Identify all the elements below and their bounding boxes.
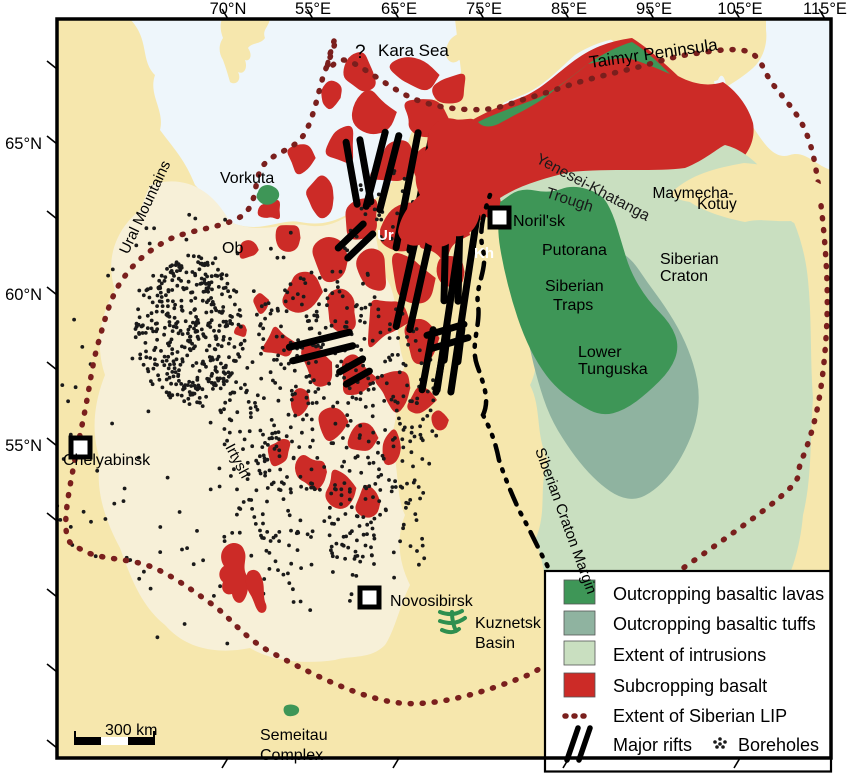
svg-text:Noril'sk: Noril'sk	[513, 213, 566, 230]
svg-text:70°N: 70°N	[210, 0, 247, 18]
svg-text:115°E: 115°E	[803, 0, 847, 18]
svg-text:Craton: Craton	[660, 268, 708, 285]
svg-text:75°E: 75°E	[466, 0, 502, 18]
svg-text:Major rifts: Major rifts	[613, 735, 692, 755]
svg-text:Basin: Basin	[475, 635, 515, 652]
svg-text:65°E: 65°E	[381, 0, 417, 18]
svg-text:Kotuy: Kotuy	[697, 196, 737, 213]
svg-text:Outcropping basaltic lavas: Outcropping basaltic lavas	[613, 584, 824, 604]
svg-text:95°E: 95°E	[636, 0, 672, 18]
svg-text:Subcropping basalt: Subcropping basalt	[613, 676, 767, 696]
svg-text:105°E: 105°E	[717, 0, 762, 18]
svg-text:Outcropping basaltic tuffs: Outcropping basaltic tuffs	[613, 614, 816, 634]
svg-text:Putorana: Putorana	[542, 242, 607, 259]
svg-text:55°E: 55°E	[295, 0, 331, 18]
svg-text:Kuznetsk: Kuznetsk	[475, 615, 542, 632]
svg-text:Extent of Siberian LIP: Extent of Siberian LIP	[613, 706, 787, 726]
svg-text:Lower: Lower	[578, 344, 622, 361]
svg-text:Vorkuta: Vorkuta	[220, 170, 274, 187]
svg-text:Semeitau: Semeitau	[260, 727, 328, 744]
svg-text:55°N: 55°N	[5, 437, 42, 455]
svg-text:Chelyabinsk: Chelyabinsk	[63, 452, 151, 469]
svg-text:85°E: 85°E	[551, 0, 587, 18]
svg-text:Extent of intrusions: Extent of intrusions	[613, 645, 766, 665]
svg-text:Novosibirsk: Novosibirsk	[390, 593, 474, 610]
svg-text:Kh: Kh	[474, 245, 494, 262]
svg-text:Ur: Ur	[377, 227, 394, 244]
svg-text:300 km: 300 km	[105, 722, 157, 739]
svg-text:Tunguska: Tunguska	[578, 361, 648, 378]
svg-text:Siberian: Siberian	[660, 251, 719, 268]
svg-text:Ob: Ob	[222, 240, 243, 257]
svg-text:Traps: Traps	[553, 297, 593, 314]
svg-text:65°N: 65°N	[5, 135, 42, 153]
svg-text:60°N: 60°N	[5, 286, 42, 304]
svg-text:Complex: Complex	[260, 747, 323, 764]
svg-text:Boreholes: Boreholes	[738, 735, 819, 755]
svg-text:?: ?	[355, 42, 366, 63]
svg-text:Kara Sea: Kara Sea	[378, 41, 449, 60]
svg-text:Siberian: Siberian	[545, 278, 604, 295]
